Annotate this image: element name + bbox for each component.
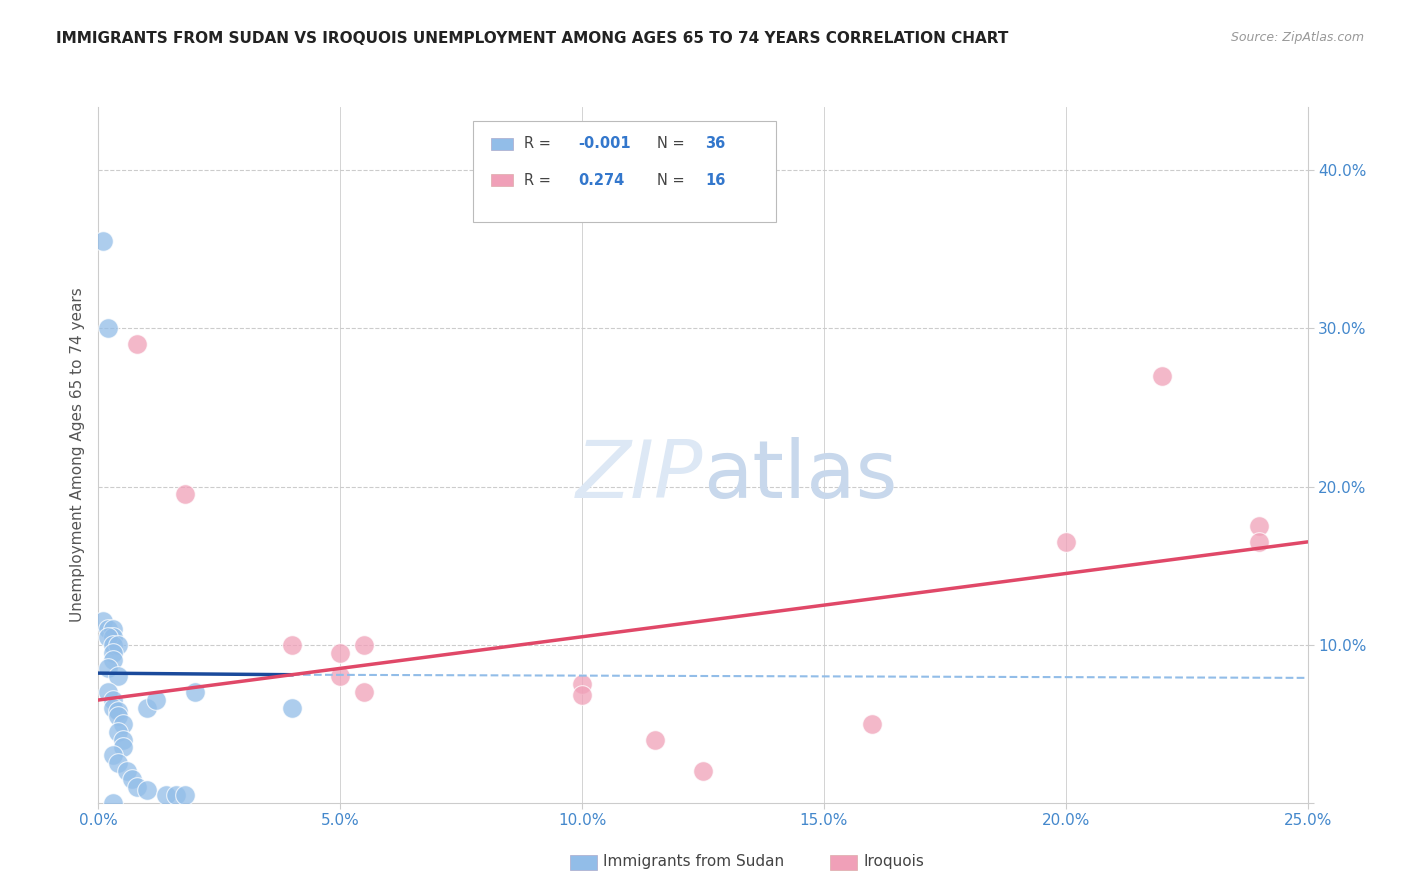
Point bbox=[644, 732, 666, 747]
Point bbox=[127, 780, 149, 794]
Point bbox=[353, 638, 375, 652]
Point bbox=[860, 716, 883, 731]
Point bbox=[145, 693, 167, 707]
Text: IMMIGRANTS FROM SUDAN VS IROQUOIS UNEMPLOYMENT AMONG AGES 65 TO 74 YEARS CORRELA: IMMIGRANTS FROM SUDAN VS IROQUOIS UNEMPL… bbox=[56, 31, 1008, 46]
Point bbox=[1249, 534, 1271, 549]
Bar bbox=[492, 174, 513, 186]
Point bbox=[174, 487, 197, 501]
Point bbox=[571, 677, 593, 691]
Point bbox=[91, 235, 114, 249]
Point bbox=[97, 661, 120, 675]
Point bbox=[571, 688, 593, 702]
Point bbox=[184, 685, 207, 699]
Point bbox=[281, 638, 304, 652]
Text: atlas: atlas bbox=[703, 437, 897, 515]
Point bbox=[135, 783, 157, 797]
Point bbox=[111, 740, 134, 755]
FancyBboxPatch shape bbox=[474, 121, 776, 222]
Point bbox=[107, 704, 129, 718]
Point bbox=[101, 748, 124, 763]
Point bbox=[107, 669, 129, 683]
Point bbox=[692, 764, 714, 779]
Text: Immigrants from Sudan: Immigrants from Sudan bbox=[603, 855, 783, 870]
Point bbox=[135, 701, 157, 715]
Point bbox=[174, 788, 197, 802]
Point bbox=[111, 716, 134, 731]
Text: N =: N = bbox=[657, 136, 689, 152]
Point bbox=[101, 701, 124, 715]
Point bbox=[107, 756, 129, 771]
Point bbox=[127, 337, 149, 351]
Point bbox=[107, 724, 129, 739]
Point bbox=[101, 630, 124, 644]
Bar bbox=[830, 855, 856, 871]
Point bbox=[329, 646, 352, 660]
Text: N =: N = bbox=[657, 172, 689, 187]
Point bbox=[101, 796, 124, 810]
Point bbox=[329, 669, 352, 683]
Bar bbox=[569, 855, 596, 871]
Text: ZIP: ZIP bbox=[575, 437, 703, 515]
Bar bbox=[492, 137, 513, 150]
Text: Iroquois: Iroquois bbox=[863, 855, 925, 870]
Point bbox=[97, 622, 120, 636]
Point bbox=[117, 764, 139, 779]
Point bbox=[165, 788, 187, 802]
Point bbox=[91, 614, 114, 628]
Point bbox=[101, 693, 124, 707]
Point bbox=[107, 708, 129, 723]
Point bbox=[353, 685, 375, 699]
Point bbox=[1054, 534, 1077, 549]
Point bbox=[1249, 519, 1271, 533]
Point bbox=[1152, 368, 1174, 383]
Point bbox=[97, 685, 120, 699]
Point bbox=[97, 321, 120, 335]
Text: R =: R = bbox=[524, 172, 555, 187]
Point bbox=[101, 653, 124, 667]
Text: R =: R = bbox=[524, 136, 555, 152]
Text: Source: ZipAtlas.com: Source: ZipAtlas.com bbox=[1230, 31, 1364, 45]
Point bbox=[107, 638, 129, 652]
Text: 36: 36 bbox=[706, 136, 725, 152]
Point bbox=[101, 646, 124, 660]
Point bbox=[281, 701, 304, 715]
Point bbox=[111, 732, 134, 747]
Text: -0.001: -0.001 bbox=[578, 136, 631, 152]
Point bbox=[97, 630, 120, 644]
Text: 0.274: 0.274 bbox=[578, 172, 624, 187]
Point bbox=[101, 638, 124, 652]
Point bbox=[155, 788, 177, 802]
Y-axis label: Unemployment Among Ages 65 to 74 years: Unemployment Among Ages 65 to 74 years bbox=[69, 287, 84, 623]
Point bbox=[101, 622, 124, 636]
Point bbox=[121, 772, 143, 786]
Text: 16: 16 bbox=[706, 172, 725, 187]
